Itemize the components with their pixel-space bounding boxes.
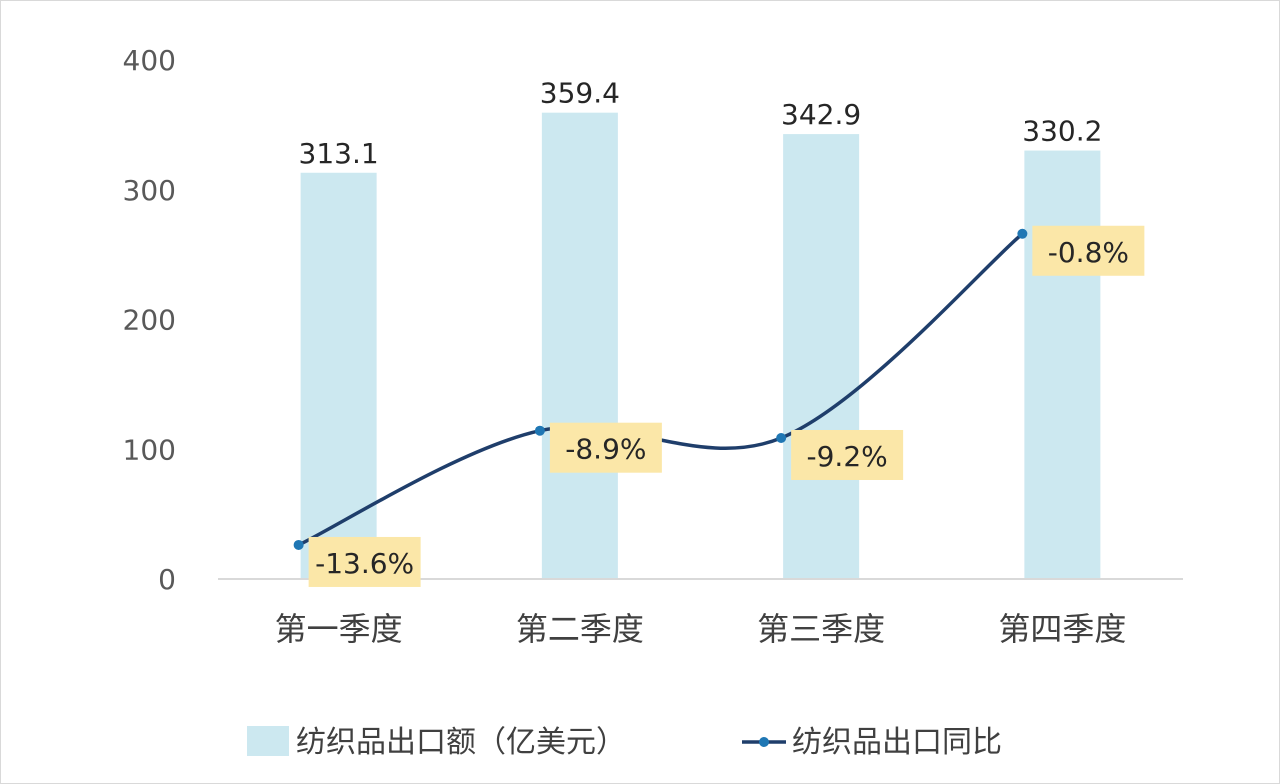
bar [300,172,377,579]
legend-line-marker [759,737,769,747]
line-point [534,425,545,436]
y-tick-label: 300 [123,174,176,207]
bar [783,134,860,579]
category-label: 第四季度 [998,610,1126,648]
line-value-label: -13.6% [315,547,414,580]
line-label-box [791,429,904,480]
bar-value-label: 330.2 [1022,115,1102,148]
category-label: 第三季度 [757,610,885,648]
bar-data-labels: 313.1 359.4 342.9 330.2 [299,77,1103,170]
legend-bar-label: 纺织品出口额（亿美元） [296,725,626,760]
line-label-box [549,422,662,473]
category-label: 第一季度 [275,610,403,648]
bar-value-label: 342.9 [781,98,861,131]
y-axis: 0 100 200 300 400 [123,44,176,596]
y-tick-label: 100 [123,433,176,466]
bar-value-label: 313.1 [299,137,379,170]
y-tick-label: 0 [158,563,176,596]
x-axis: 第一季度 第二季度 第三季度 第四季度 [275,610,1127,648]
bar [1024,150,1101,580]
bar-series [300,112,1101,580]
line-path [297,232,1024,547]
line-label-box [308,536,421,587]
legend: 纺织品出口额（亿美元） 纺织品出口同比 [247,725,1002,760]
line-value-label: -8.9% [565,433,646,466]
bar [541,112,618,579]
legend-bar-swatch [247,726,289,756]
line-point [1017,228,1028,239]
line-label-box [1032,225,1145,276]
y-tick-label: 400 [123,44,176,77]
y-tick-label: 200 [123,304,176,337]
line-value-label: -9.2% [807,440,888,473]
legend-line-label: 纺织品出口同比 [792,725,1002,760]
bar-value-label: 359.4 [540,77,620,110]
line-point [776,432,787,443]
line-point [293,539,304,550]
line-series: -13.6% -8.9% -9.2% -0.8% [293,225,1145,587]
line-value-label: -0.8% [1048,236,1129,269]
category-label: 第二季度 [516,610,644,648]
